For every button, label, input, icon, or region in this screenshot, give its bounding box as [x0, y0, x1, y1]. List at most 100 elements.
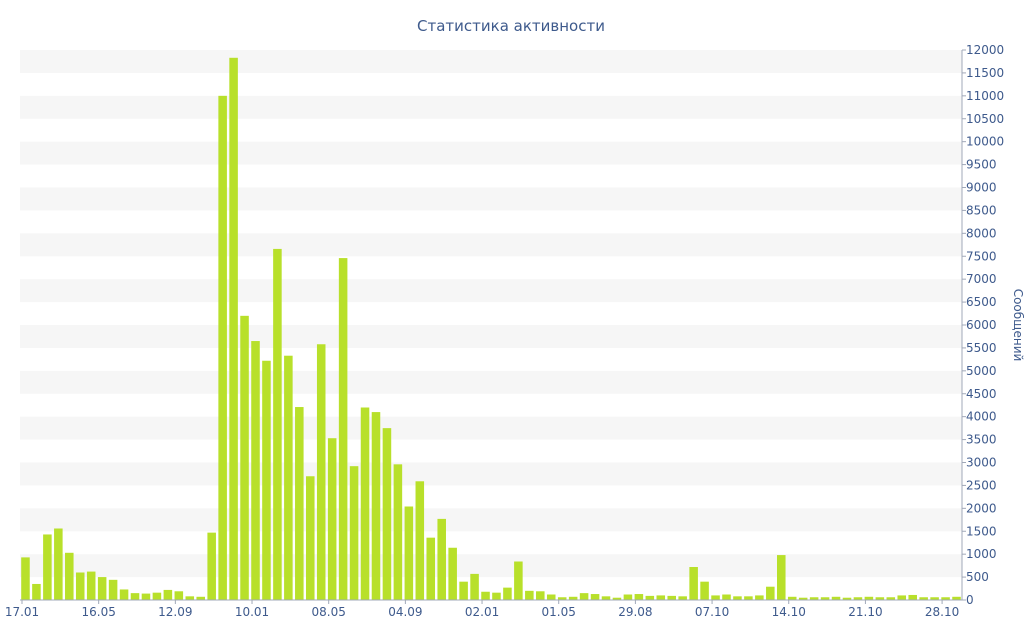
bar: [371, 412, 381, 600]
bar: [470, 573, 479, 601]
bar: [251, 341, 260, 600]
bar: [54, 528, 63, 600]
bar: [393, 464, 403, 600]
bar: [557, 597, 567, 600]
bar: [240, 315, 249, 600]
bar: [612, 597, 622, 600]
bar: [284, 355, 293, 600]
grid-band: [20, 95, 962, 119]
grid-band: [20, 508, 962, 532]
bar: [459, 581, 468, 600]
y-tick-label: 10000: [966, 135, 1004, 149]
bar: [733, 596, 742, 600]
y-tick-label: 500: [966, 570, 989, 584]
bar: [503, 587, 512, 601]
y-tick-label: 9000: [966, 181, 997, 195]
grid-band: [20, 325, 962, 348]
y-tick-label: 5000: [966, 364, 997, 378]
bar: [590, 594, 600, 600]
x-tick-label: 10.01: [235, 605, 269, 619]
bar: [404, 506, 414, 600]
bar: [360, 407, 370, 600]
bar: [842, 597, 852, 600]
bar: [426, 537, 436, 600]
y-tick-label: 8500: [966, 203, 997, 217]
bar: [295, 407, 304, 600]
bar: [766, 586, 775, 600]
bar: [886, 597, 896, 600]
bar: [97, 577, 107, 600]
y-tick-label: 6500: [966, 295, 997, 309]
bar: [755, 595, 764, 600]
y-tick-label: 2500: [966, 478, 997, 492]
grid-band: [20, 187, 962, 211]
grid-band: [20, 554, 962, 578]
bar: [448, 547, 457, 600]
bar: [141, 593, 151, 600]
y-axis-title: Сообщений: [1011, 289, 1024, 362]
bar: [536, 591, 545, 600]
bar: [656, 595, 666, 600]
x-tick-label: 12.09: [158, 605, 192, 619]
bar: [32, 583, 41, 600]
bar: [75, 572, 85, 600]
bar: [623, 594, 633, 600]
bar: [809, 597, 819, 600]
x-tick-label: 04.09: [388, 605, 422, 619]
y-tick-label: 3000: [966, 456, 997, 470]
bar: [437, 518, 446, 601]
bar: [338, 258, 348, 600]
bar: [908, 594, 917, 600]
y-tick-label: 9500: [966, 158, 997, 172]
bar: [108, 579, 118, 600]
bar: [875, 597, 885, 600]
y-axis: 0 500 1000 1500 2000 2500 3000 3500 4000 4500 5000…: [961, 43, 1004, 607]
y-tick-label: 11500: [966, 66, 1004, 80]
y-tick-label: 12000: [966, 43, 1004, 57]
bar: [777, 555, 786, 600]
bar-series: [21, 57, 961, 601]
grid-band: [20, 141, 962, 165]
bar: [119, 589, 129, 600]
bar: [787, 596, 797, 600]
bar: [645, 595, 655, 601]
y-tick-label: 7500: [966, 249, 997, 263]
bar: [525, 590, 534, 600]
x-tick-label: 28.10: [925, 605, 959, 619]
bar: [919, 597, 928, 600]
grid-band: [20, 370, 962, 394]
bar: [634, 594, 644, 600]
y-tick-label: 6000: [966, 318, 997, 332]
bar: [185, 596, 195, 600]
bar: [831, 596, 841, 600]
y-tick-label: 4500: [966, 387, 997, 401]
bar: [546, 594, 556, 600]
grid-band: [20, 279, 962, 303]
bar: [514, 561, 523, 600]
bar: [86, 571, 96, 600]
grid-band: [20, 50, 962, 73]
bar: [382, 428, 392, 601]
y-tick-label: 11000: [966, 89, 1004, 103]
bar: [174, 591, 184, 600]
bar: [744, 596, 753, 600]
y-tick-label: 7000: [966, 272, 997, 286]
y-tick-label: 4000: [966, 410, 997, 424]
bar: [492, 592, 501, 600]
x-axis: 17.01 16.05 12.09 10.01 08.05 04.09 02.01 01.05…: [5, 599, 962, 619]
bar: [722, 594, 731, 600]
bar: [941, 597, 950, 600]
x-tick-label: 02.01: [465, 605, 499, 619]
bar: [820, 597, 830, 600]
bar: [262, 360, 271, 600]
grid-band: [20, 462, 962, 486]
y-tick-label: 1000: [966, 547, 997, 561]
bar: [327, 438, 337, 600]
y-tick-label: 8000: [966, 226, 997, 240]
bar: [349, 466, 359, 600]
chart-title: Статистика активности: [417, 17, 605, 35]
grid-band: [20, 233, 962, 257]
x-tick-label: 01.05: [542, 605, 576, 619]
bar: [306, 476, 315, 600]
bar: [853, 597, 863, 600]
